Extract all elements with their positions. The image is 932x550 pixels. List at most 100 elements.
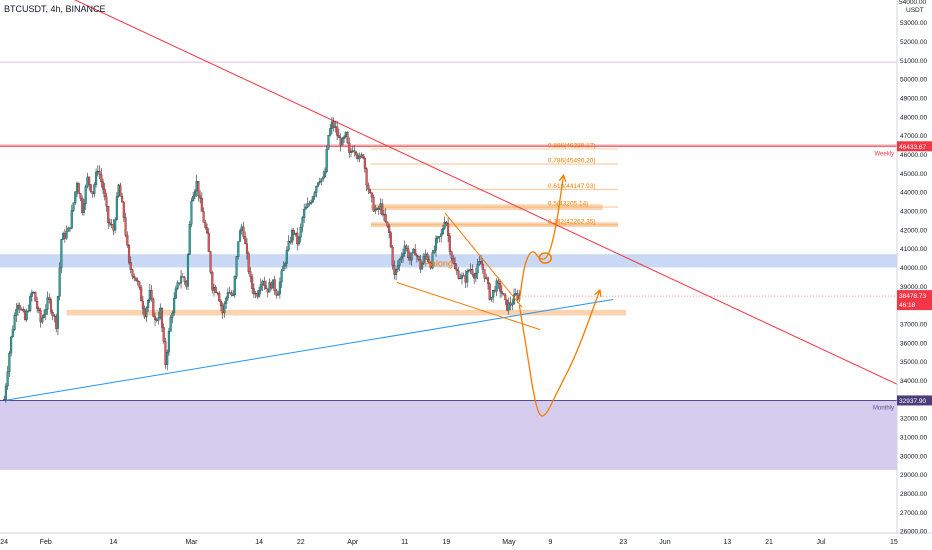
candle-body-133 <box>233 276 236 296</box>
candle-body-82 <box>145 307 148 318</box>
candle-body-267 <box>466 270 469 283</box>
candle-body-130 <box>228 292 231 294</box>
candle-body-204 <box>356 154 359 160</box>
candle-body-256 <box>447 223 450 236</box>
candle-body-56 <box>100 174 103 182</box>
candle-body-95 <box>167 331 170 353</box>
candle-body-203 <box>355 151 358 156</box>
candle-body-14 <box>27 310 30 312</box>
candle-body-98 <box>173 298 176 314</box>
candle-body-19 <box>36 301 39 309</box>
candle-body-49 <box>88 176 91 185</box>
time-axis[interactable]: 24 Feb 14 Mar 14 22 Apr 11 19 May 9 23 Jun 13 21 Jul 15 <box>0 539 898 546</box>
candle-body-229 <box>400 256 403 260</box>
candle-body-27 <box>49 299 53 313</box>
candle-body-66 <box>117 184 120 197</box>
time-tick-3: Mar <box>185 539 198 546</box>
candle-body-140 <box>245 243 248 254</box>
countdown-tag: 46:18 <box>899 302 916 309</box>
annotation-0: Halong <box>424 259 453 269</box>
candle-body-83 <box>147 300 150 309</box>
candle-body-282 <box>492 290 495 298</box>
candle-body-112 <box>197 180 200 197</box>
candle-body-48 <box>86 176 89 187</box>
chart-title: BTCUSDT, 4h, BINANCE <box>4 4 106 14</box>
candle-body-1 <box>4 385 7 400</box>
candle-body-191 <box>334 126 337 128</box>
candle-body-110 <box>193 190 196 197</box>
candle-body-178 <box>311 196 314 203</box>
candle-body-264 <box>460 275 464 279</box>
candle-body-141 <box>247 253 250 272</box>
time-tick-1: Feb <box>40 539 52 546</box>
bullish-scenario-path <box>518 175 565 302</box>
candle-body-261 <box>455 268 458 272</box>
fib-label-2: 0.618(44147.93) <box>548 183 596 190</box>
candle-body-190 <box>332 121 335 128</box>
candle-body-209 <box>365 168 368 186</box>
price-tick-25: 29000.00 <box>900 472 927 479</box>
candle-body-271 <box>473 274 476 279</box>
candle-body-223 <box>389 232 392 248</box>
candle-body-136 <box>238 230 242 242</box>
candle-body-266 <box>464 275 467 283</box>
price-tick-3: 51000.00 <box>900 58 927 65</box>
candle-body-250 <box>436 236 439 239</box>
candle-body-63 <box>112 224 115 231</box>
candle-body-175 <box>306 203 309 208</box>
time-tick-13: 13 <box>723 539 731 546</box>
candle-body-71 <box>126 235 129 246</box>
candle-body-8 <box>16 305 20 310</box>
candle-body-149 <box>261 281 264 285</box>
candle-body-176 <box>308 203 311 205</box>
candle-body-57 <box>101 181 105 190</box>
candle-body-134 <box>235 256 238 277</box>
price-axis-top-label: 54000.00 <box>899 0 926 6</box>
candle-body-293 <box>511 303 514 306</box>
candle-body-206 <box>360 154 363 157</box>
candle-body-115 <box>202 211 205 223</box>
candle-body-96 <box>169 317 172 332</box>
candle-body-152 <box>266 288 269 293</box>
candle-body-77 <box>136 280 139 283</box>
candle-body-235 <box>410 252 413 261</box>
candle-body-258 <box>450 251 453 259</box>
candle-body-177 <box>310 201 313 204</box>
candle-body-25 <box>46 297 49 310</box>
time-tick-0: 24 <box>0 539 8 546</box>
candle-body-139 <box>244 236 247 244</box>
candle-body-106 <box>186 254 190 287</box>
candle-body-126 <box>221 305 224 314</box>
candle-body-101 <box>178 282 181 284</box>
time-tick-9: May <box>502 539 516 546</box>
price-tick-15: 39000.00 <box>900 284 927 291</box>
candle-body-260 <box>453 263 457 270</box>
candle-body-85 <box>150 290 153 300</box>
candle-body-215 <box>375 208 379 210</box>
candle-body-50 <box>89 184 92 192</box>
candle-body-69 <box>122 201 125 218</box>
candle-body-94 <box>166 351 169 366</box>
candle-body-46 <box>82 203 85 213</box>
candle-body-286 <box>499 283 502 292</box>
time-tick-2: 14 <box>110 539 118 546</box>
candle-body-121 <box>212 287 216 291</box>
candle-body-150 <box>263 281 266 286</box>
candle-body-61 <box>108 222 111 225</box>
candle-body-16 <box>30 292 33 297</box>
candle-body-187 <box>327 135 330 150</box>
candle-body-105 <box>185 281 188 287</box>
candle-body-254 <box>443 221 446 229</box>
price-tick-20: 34000.00 <box>900 378 927 385</box>
candle-body-154 <box>270 282 273 289</box>
candle-body-146 <box>256 293 259 297</box>
candle-body-2 <box>6 371 9 387</box>
lines-layer <box>0 0 898 401</box>
candle-body-7 <box>15 309 18 316</box>
candle-body-84 <box>148 290 151 301</box>
candle-body-74 <box>131 269 134 277</box>
candle-body-161 <box>282 265 285 272</box>
candle-body-248 <box>433 250 436 253</box>
